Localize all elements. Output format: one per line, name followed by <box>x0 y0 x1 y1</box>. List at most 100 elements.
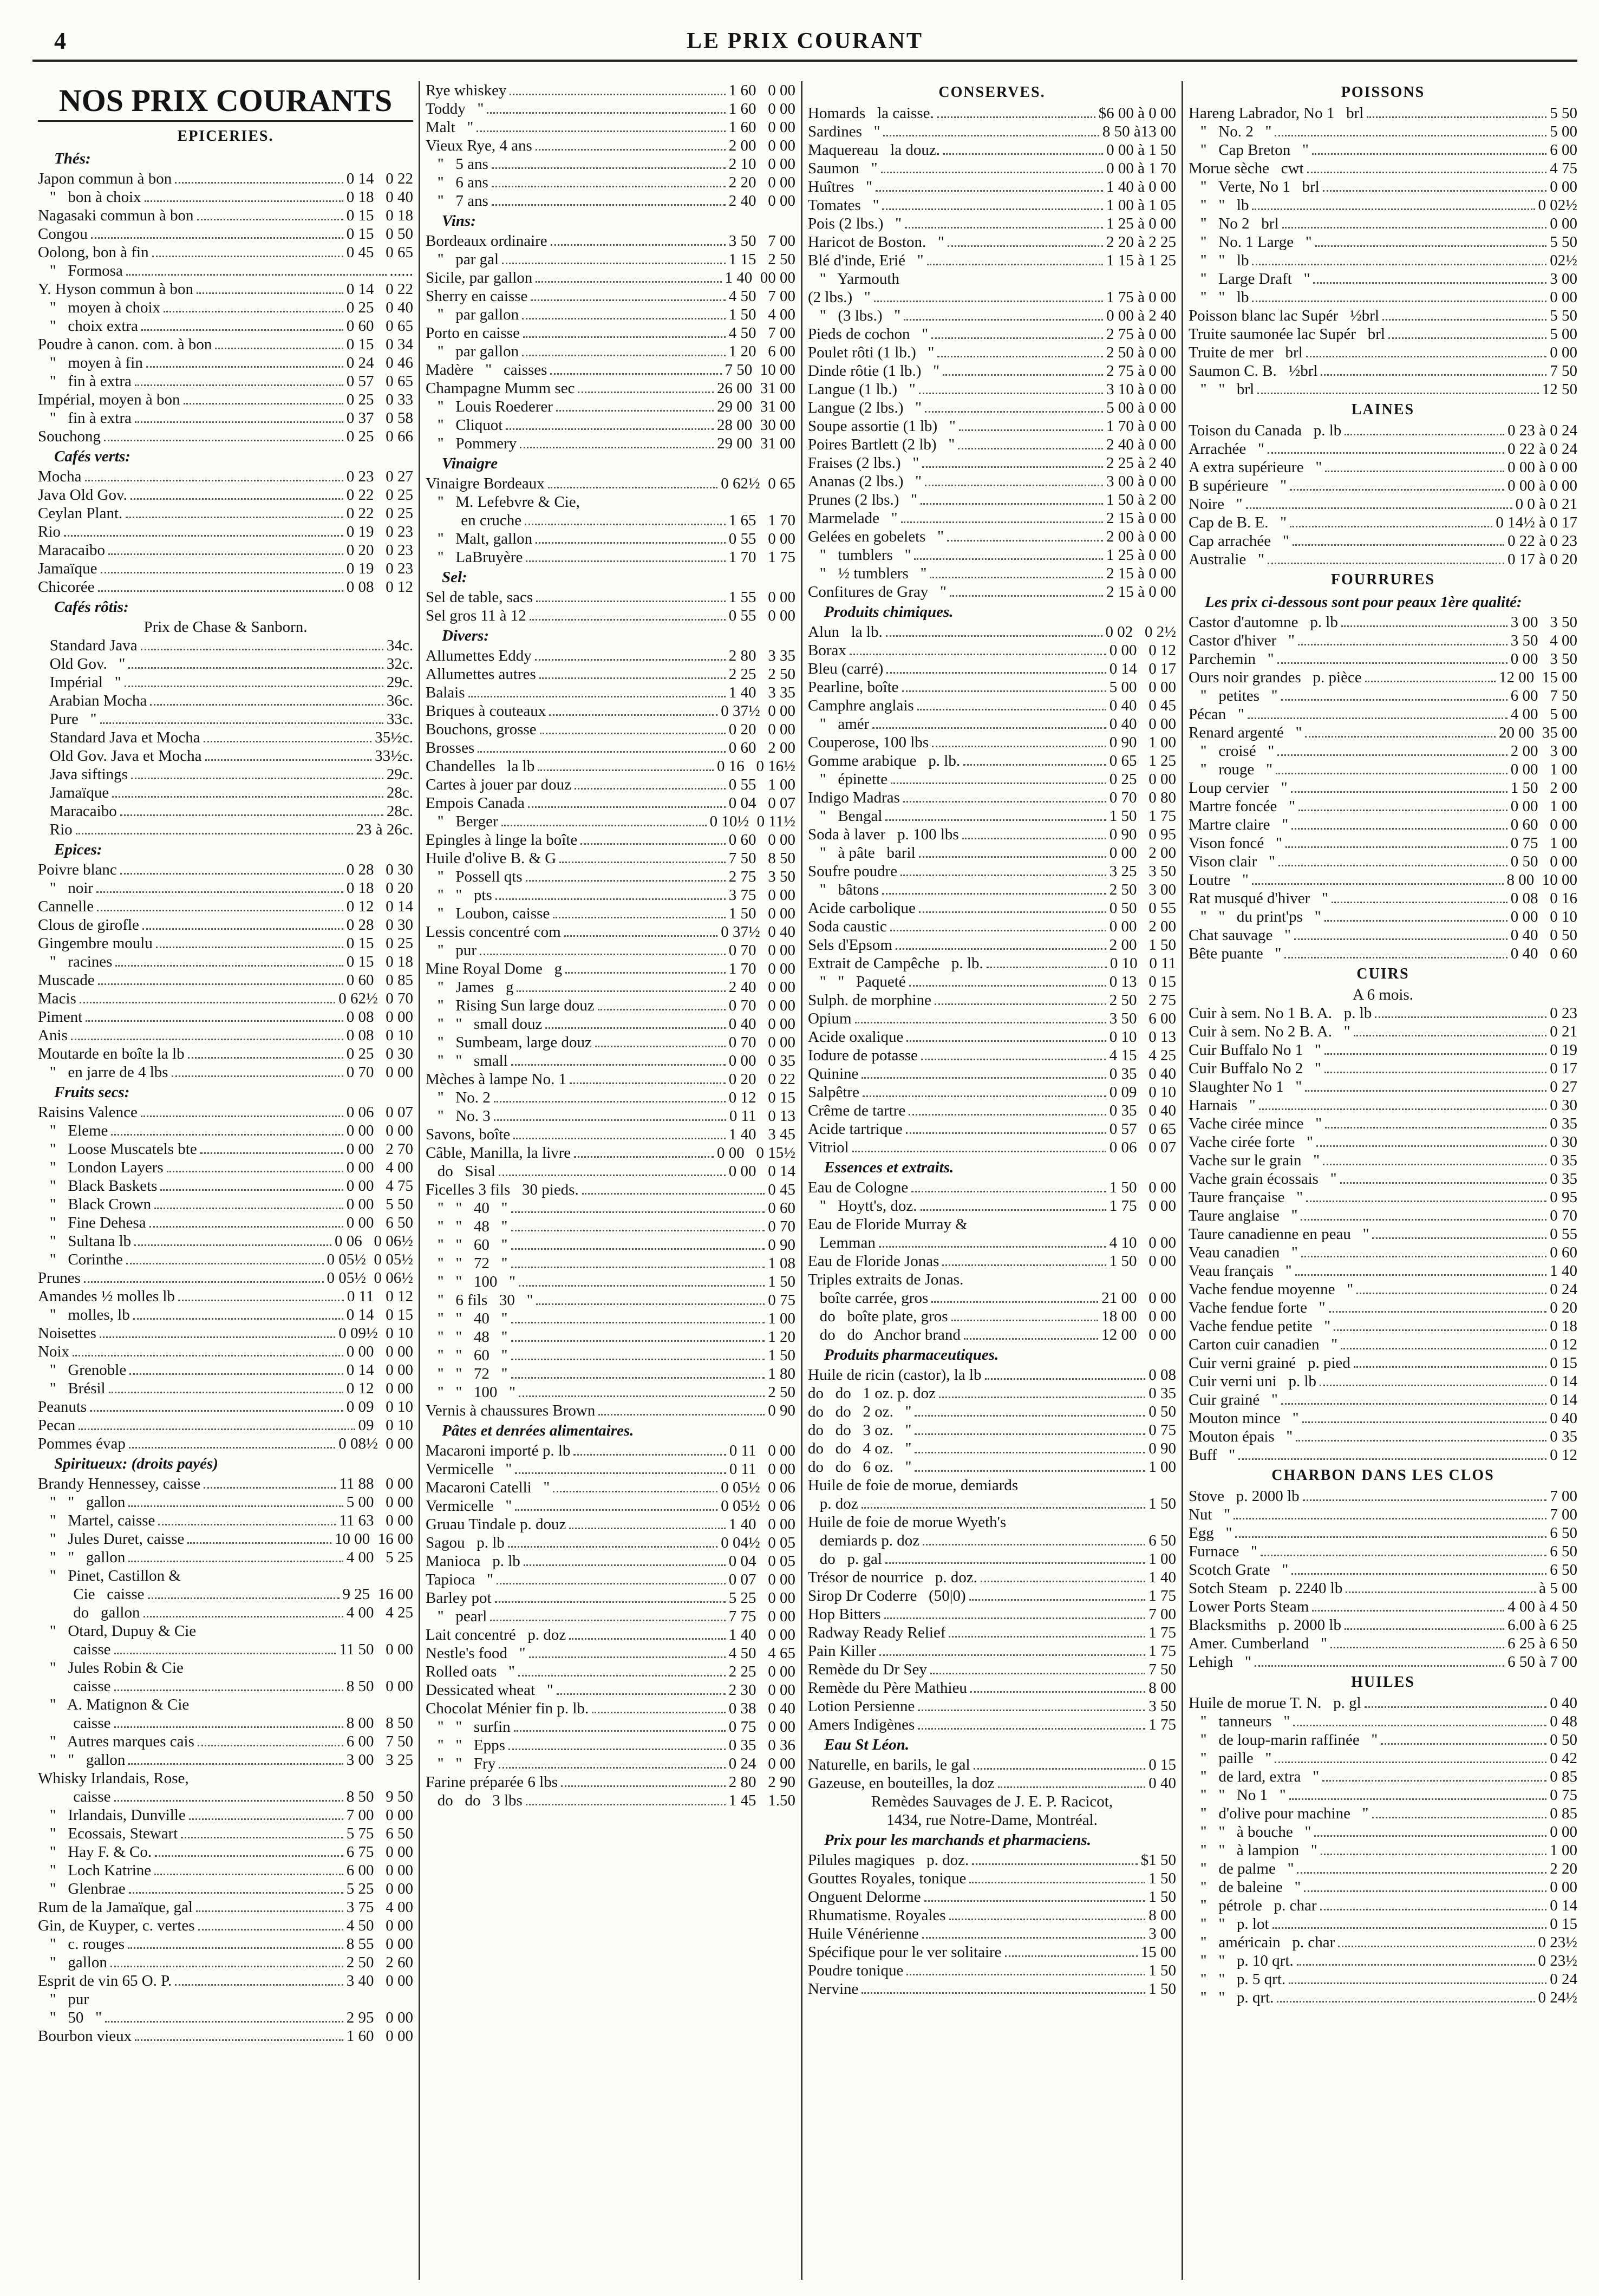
dot-leader <box>939 1397 1146 1398</box>
item-price: 0 40 <box>1148 1775 1176 1792</box>
item-label: Huile Vénérienne <box>808 1925 919 1942</box>
price-row: Prunes (2 lbs.) " 1 50 à 2 00 <box>808 491 1176 509</box>
price-row: " Sultana lb 0 06 0 06½ <box>38 1232 413 1250</box>
price-row: Bleu (carré) 0 14 0 17 <box>808 660 1176 678</box>
item-price: 0 35 <box>1550 1152 1577 1169</box>
item-price: 0 90 <box>768 1402 795 1419</box>
item-price: 2 80 3 35 <box>728 647 795 664</box>
dot-leader <box>565 972 726 974</box>
price-row: " noir 0 18 0 20 <box>38 879 413 897</box>
price-row: B supérieure " 0 00 à 0 00 <box>1189 477 1577 495</box>
dot-leader <box>508 1749 726 1750</box>
price-row: Cuir verni grainé p. pied 0 15 <box>1189 1354 1577 1372</box>
item-price: 0 20 <box>1550 1299 1577 1316</box>
item-price: 0 70 0 00 <box>346 1064 413 1081</box>
price-row: Harnais " 0 30 <box>1189 1096 1577 1114</box>
dot-leader <box>922 466 1104 468</box>
dot-leader <box>1324 920 1507 922</box>
price-row: Poudre tonique 1 50 <box>808 1961 1176 1980</box>
dot-leader <box>83 1281 324 1283</box>
item-price: 0 35 0 36 <box>728 1737 795 1754</box>
price-row: Nagasaki commun à bon 0 15 0 18 <box>38 206 413 225</box>
dot-leader <box>872 727 1106 729</box>
item-label: Lemman <box>808 1234 876 1251</box>
item-price: 2 20 <box>1550 1860 1577 1877</box>
item-price: 0 0 à 0 21 <box>1515 495 1577 513</box>
item-price: 0 40 <box>1550 1694 1577 1712</box>
item-price: 0 23 0 27 <box>346 468 413 485</box>
item-label: Toison du Canada p. lb <box>1189 422 1342 439</box>
item-price: 0 14 0 00 <box>346 1361 413 1379</box>
item-price: 3 75 0 00 <box>728 886 795 904</box>
item-price: 0 23½ <box>1538 1952 1578 1969</box>
price-row: Manioca p. lb 0 04 0 05 <box>426 1552 795 1570</box>
dot-leader <box>924 1900 1146 1902</box>
section-heading: CONSERVES. <box>938 84 1046 101</box>
item-label: Noire " <box>1189 495 1243 513</box>
price-row: Veau canadien " 0 60 <box>1189 1243 1577 1262</box>
dot-leader <box>861 1077 1106 1079</box>
price-row: Amer. Cumberland " 6 25 à 6 50 <box>1189 1634 1577 1653</box>
price-row: " London Layers 0 00 4 00 <box>38 1158 413 1177</box>
item-price: 0 15 <box>1148 1756 1176 1773</box>
item-label: " " Paqueté <box>808 973 906 990</box>
item-label: " de palme " <box>1189 1860 1294 1877</box>
item-price: 6 00 7 50 <box>1510 687 1577 705</box>
dot-leader <box>1341 625 1507 627</box>
item-price: 0 75 0 00 <box>728 1718 795 1736</box>
price-row: " Ecossais, Stewart 5 75 6 50 <box>38 1824 413 1843</box>
dot-leader <box>108 553 343 555</box>
price-row: Pieds de cochon " 2 75 à 0 00 <box>808 325 1176 343</box>
dot-leader <box>1381 1743 1547 1745</box>
price-row: Cuir à sem. No 1 B. A. p. lb 0 23 <box>1189 1004 1577 1022</box>
item-price: 4 50 7 00 <box>728 288 795 305</box>
price-row: do p. gal 1 00 <box>808 1550 1176 1568</box>
dot-leader <box>1297 644 1507 645</box>
item-price: 0 00 0 00 <box>346 1343 413 1360</box>
item-label: Oolong, bon à fin <box>38 244 149 261</box>
item-price: 8 00 <box>1148 1907 1176 1924</box>
item-price: 6 00 <box>1550 141 1577 159</box>
price-row: Cuir à sem. No 2 B. A. " 0 21 <box>1189 1022 1577 1041</box>
page-number: 4 <box>54 28 66 54</box>
item-label: Chat sauvage " <box>1189 927 1291 944</box>
item-price: 0 57 0 65 <box>1109 1120 1176 1138</box>
dot-leader <box>915 1415 1146 1417</box>
price-row: Triples extraits de Jonas. <box>808 1270 1176 1289</box>
subsection-heading: Produits pharmaceutiques. <box>824 1346 999 1364</box>
dot-leader <box>501 825 707 826</box>
item-label: " " 60 " <box>426 1347 508 1364</box>
dot-leader <box>491 186 726 187</box>
dot-leader <box>578 392 714 393</box>
dot-leader <box>932 746 1106 747</box>
dot-leader <box>997 1786 1146 1788</box>
dot-leader <box>1353 1035 1547 1036</box>
dot-leader <box>128 1505 343 1507</box>
item-label: " " p. 5 qrt. <box>1189 1971 1286 1988</box>
dot-leader <box>86 1020 343 1022</box>
dot-leader <box>536 601 726 602</box>
item-price: 1 60 0 00 <box>346 2027 413 2045</box>
item-label: Loutre " <box>1189 871 1249 889</box>
item-label: " rouge " <box>1189 761 1272 778</box>
item-label: Blacksmiths p. 2000 lb <box>1189 1616 1341 1634</box>
dot-leader <box>108 1392 343 1393</box>
dot-leader <box>1320 1385 1547 1386</box>
price-row: Soda à laver p. 100 lbs 0 90 0 95 <box>808 825 1176 844</box>
price-row: Whisky Irlandais, Rose, <box>38 1769 413 1788</box>
dot-leader <box>882 208 1104 210</box>
item-label: Macaroni Catelli " <box>426 1479 550 1496</box>
item-label: " Jules Robin & Cie <box>38 1659 184 1677</box>
dot-leader <box>1356 1293 1547 1294</box>
item-label: " en jarre de 4 lbs <box>38 1064 168 1081</box>
price-row: Poudre à canon. com. à bon 0 15 0 34 <box>38 335 413 354</box>
item-label: Cap arrachée " <box>1189 532 1289 550</box>
item-label: " " p. qrt. <box>1189 1989 1274 2006</box>
item-price: 4 15 4 25 <box>1109 1047 1176 1064</box>
item-label: " London Layers <box>38 1159 164 1176</box>
dot-leader <box>1331 902 1507 903</box>
item-label: Standard Java et Mocha <box>38 729 200 746</box>
item-price: 1 00 à 1 05 <box>1106 197 1176 214</box>
dot-leader <box>1278 865 1507 866</box>
